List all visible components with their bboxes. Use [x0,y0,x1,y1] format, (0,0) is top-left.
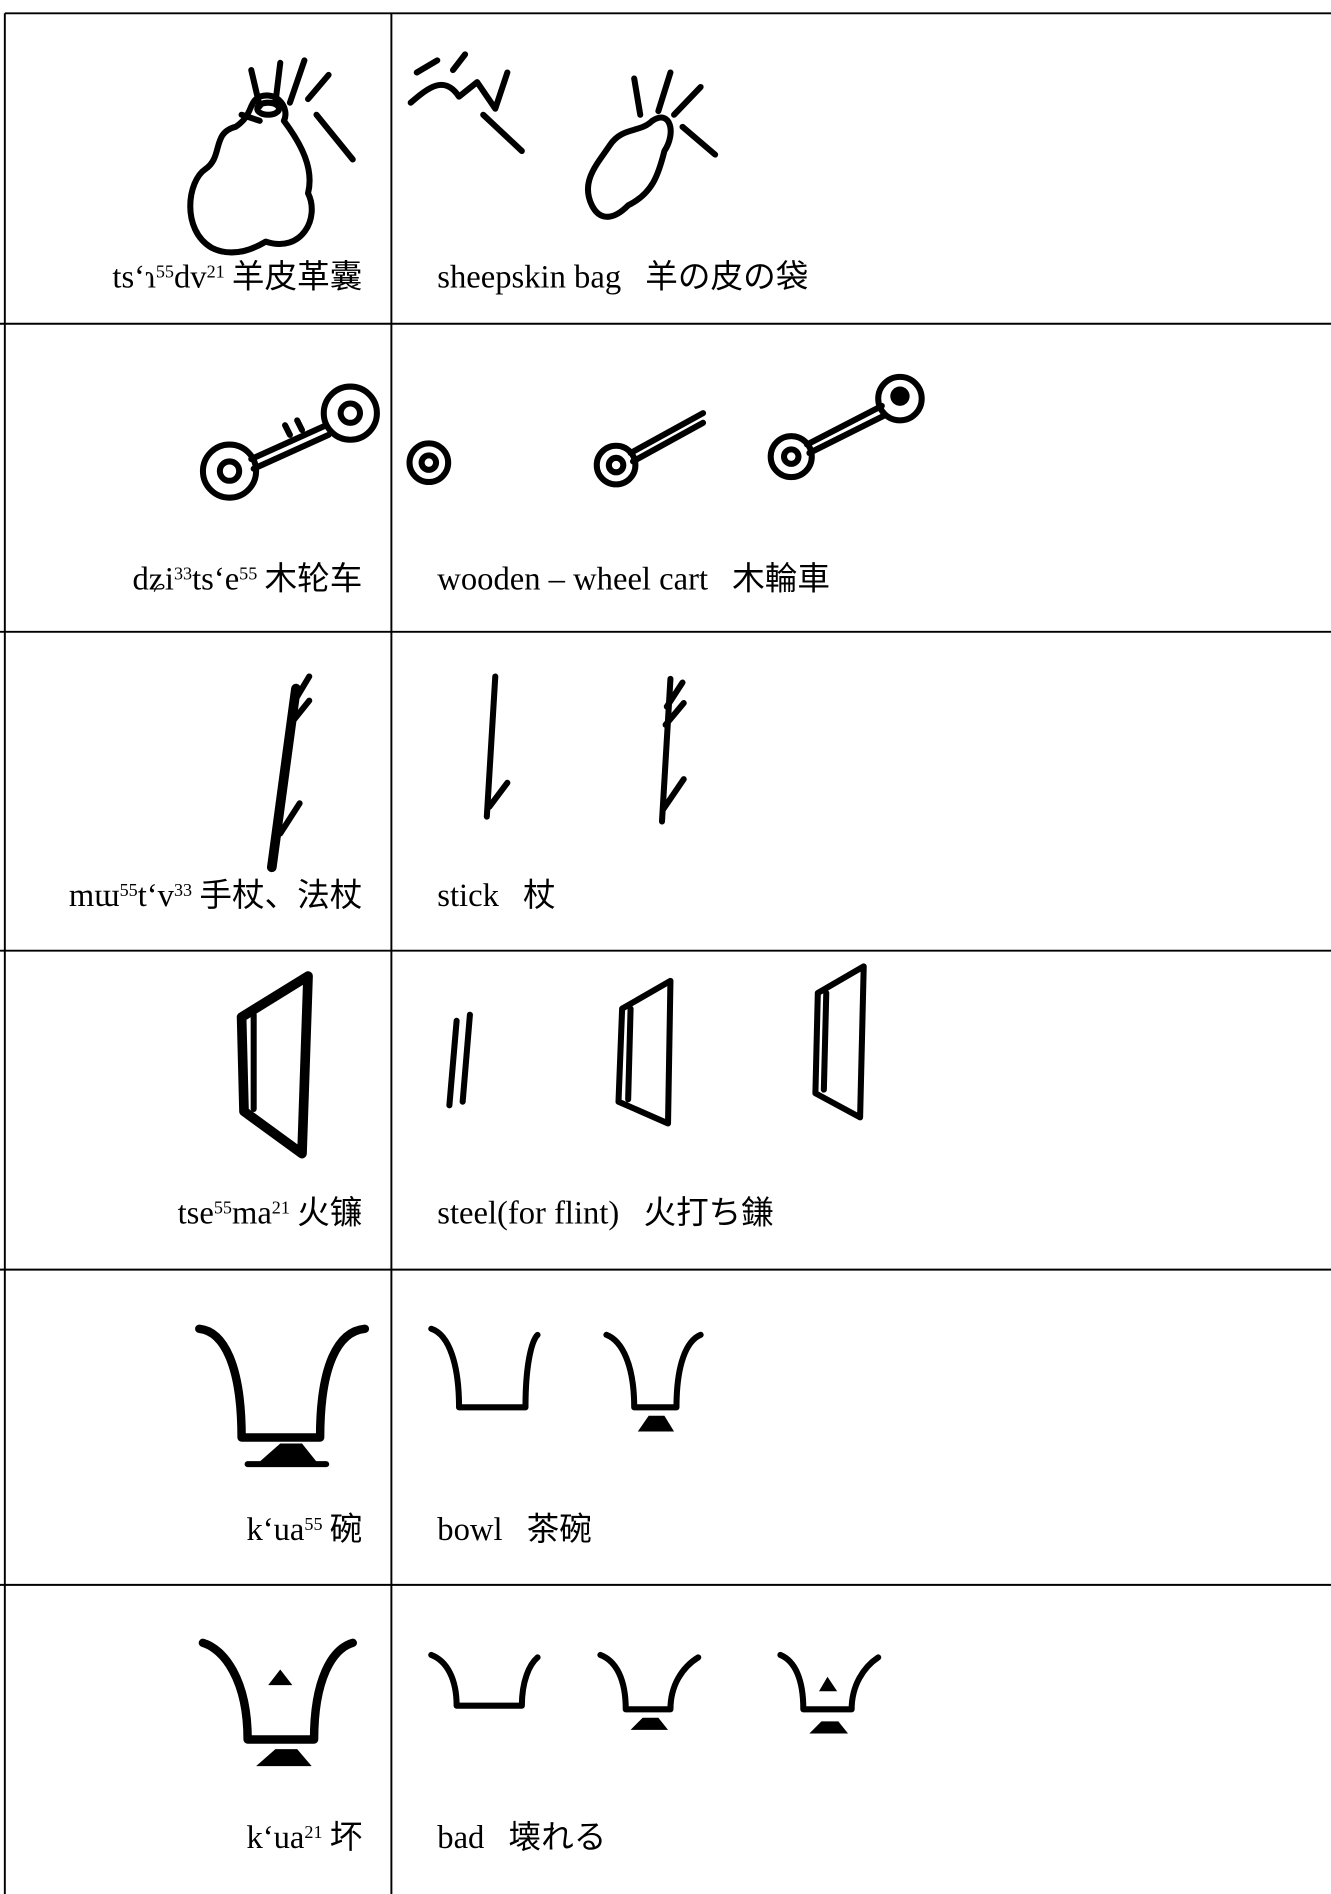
english-gloss: wooden – wheel cart [437,562,708,598]
headword: dʑi33ts‘e55 木轮车 [132,561,362,598]
tone: 55 [120,880,138,900]
english-gloss: sheepskin bag [437,260,621,296]
japanese-gloss: 羊の皮の袋 [645,259,808,296]
table-rules [0,12,1331,1894]
gloss: steel(for flint) 火打ち鎌 [437,1195,774,1232]
headword: mɯ55t‘v33 手杖、法杖 [69,877,362,914]
tone: 21 [272,1198,290,1218]
headword: k‘ua55 碗 [246,1511,362,1548]
labels: ts‘ɿ55dv21 羊皮革囊 sheepskin bag 羊の皮の袋dʑi33ts‘… [69,259,830,1857]
pronunciation: tse [178,1196,214,1232]
tone: 33 [174,564,192,584]
gloss: wooden – wheel cart 木輪車 [437,561,830,598]
chinese-gloss: 羊皮革囊 [232,259,362,296]
tone: 55 [156,262,174,282]
pronunciation: dʑi [132,562,174,598]
pronunciation: k‘ua [246,1820,304,1856]
tone: 55 [239,564,257,584]
tone: 33 [174,880,192,900]
tone: 55 [304,1514,322,1534]
gloss: bad 壊れる [437,1820,606,1856]
english-gloss: steel(for flint) [437,1196,619,1232]
glyph-bad [198,1638,882,1767]
pronunciation: ma [232,1196,272,1232]
glyph-stick [266,673,687,873]
glyph-wheel-cart [199,373,925,501]
glyph-sheepskin-bag [187,51,719,256]
chinese-gloss: 坏 [330,1820,363,1856]
pronunciation: t‘v [138,878,175,914]
headword: ts‘ɿ55dv21 羊皮革囊 [112,259,362,296]
chinese-gloss: 木轮车 [265,561,363,598]
japanese-gloss: 壊れる [509,1820,607,1856]
japanese-gloss: 火打ち鎌 [643,1195,773,1232]
pronunciation: ts‘ɿ [112,260,156,296]
chinese-gloss: 火镰 [297,1195,362,1232]
chinese-gloss: 碗 [330,1511,363,1548]
glyph-bowl [195,1324,704,1468]
english-gloss: stick [437,878,499,914]
pronunciation: mɯ [69,878,120,914]
japanese-gloss: 茶碗 [527,1511,592,1548]
pronunciation: k‘ua [246,1512,304,1548]
headword: k‘ua21 坏 [246,1820,362,1856]
gloss: sheepskin bag 羊の皮の袋 [437,259,808,296]
english-gloss: bad [437,1820,484,1856]
english-gloss: bowl [437,1512,502,1548]
glyph-steel [236,963,867,1159]
japanese-gloss: 木輪車 [732,561,830,598]
tone: 21 [304,1822,322,1842]
pronunciation: dv [174,260,207,296]
gloss: stick 杖 [437,877,555,914]
chinese-gloss: 手杖、法杖 [199,877,362,914]
gloss: bowl 茶碗 [437,1511,592,1548]
headword: tse55ma21 火镰 [178,1195,363,1232]
japanese-gloss: 杖 [523,877,556,914]
tone: 55 [214,1198,232,1218]
pronunciation: ts‘e [192,562,239,598]
tone: 21 [207,262,225,282]
